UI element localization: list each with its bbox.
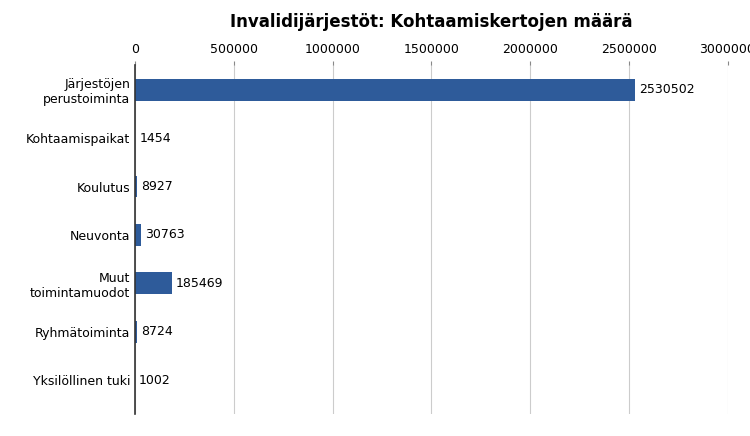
Bar [135,224,141,246]
Bar [135,272,172,294]
Title: Invalidijärjestöt: Kohtaamiskertojen määrä: Invalidijärjestöt: Kohtaamiskertojen mää… [230,13,632,31]
Bar [135,321,136,343]
Text: 8724: 8724 [141,325,172,338]
Text: 1454: 1454 [140,132,171,145]
Text: 8927: 8927 [141,180,172,193]
Bar [135,79,634,101]
Text: 185469: 185469 [176,277,223,290]
Text: 1002: 1002 [140,374,171,387]
Text: 30763: 30763 [145,228,184,242]
Bar [135,176,136,198]
Text: 2530502: 2530502 [639,83,694,96]
